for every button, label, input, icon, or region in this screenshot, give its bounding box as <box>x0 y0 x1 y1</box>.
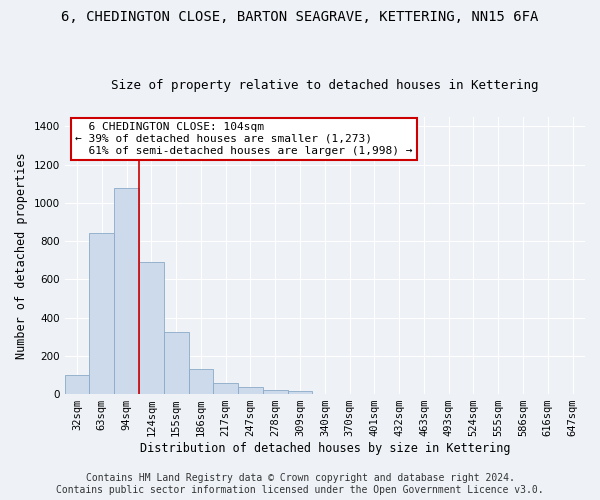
Title: Size of property relative to detached houses in Kettering: Size of property relative to detached ho… <box>111 79 539 92</box>
Bar <box>114 188 139 394</box>
Bar <box>287 391 313 394</box>
Text: Contains HM Land Registry data © Crown copyright and database right 2024.
Contai: Contains HM Land Registry data © Crown c… <box>56 474 544 495</box>
Text: 6, CHEDINGTON CLOSE, BARTON SEAGRAVE, KETTERING, NN15 6FA: 6, CHEDINGTON CLOSE, BARTON SEAGRAVE, KE… <box>61 10 539 24</box>
Y-axis label: Number of detached properties: Number of detached properties <box>15 152 28 358</box>
Bar <box>263 390 287 394</box>
Bar <box>188 369 214 394</box>
Bar <box>238 388 263 394</box>
Bar <box>164 332 188 394</box>
X-axis label: Distribution of detached houses by size in Kettering: Distribution of detached houses by size … <box>140 442 510 455</box>
Bar <box>89 234 114 394</box>
Bar <box>214 382 238 394</box>
Text: 6 CHEDINGTON CLOSE: 104sqm  
← 39% of detached houses are smaller (1,273)
  61% : 6 CHEDINGTON CLOSE: 104sqm ← 39% of deta… <box>75 122 413 156</box>
Bar <box>65 375 89 394</box>
Bar <box>139 262 164 394</box>
